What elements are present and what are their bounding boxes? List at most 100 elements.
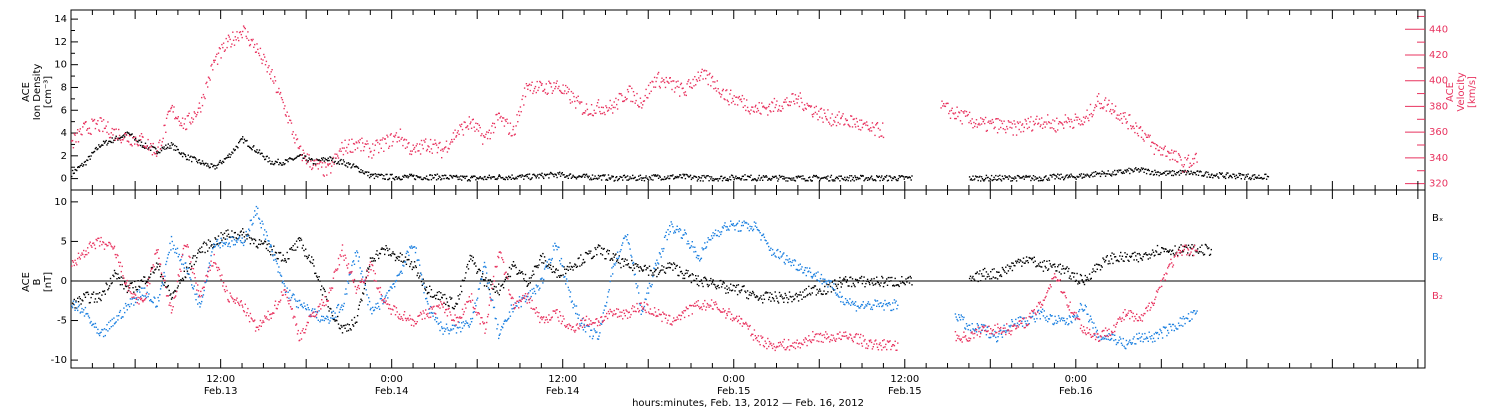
velocity-point bbox=[73, 133, 75, 135]
bx-point bbox=[624, 258, 626, 260]
velocity-point bbox=[537, 89, 539, 92]
bx-point bbox=[904, 283, 906, 286]
velocity-point bbox=[254, 51, 257, 53]
velocity-point bbox=[244, 27, 246, 30]
velocity-point bbox=[1011, 123, 1014, 125]
bx-point bbox=[1177, 254, 1179, 257]
velocity-point bbox=[980, 117, 982, 119]
velocity-point bbox=[996, 118, 998, 120]
bx-point bbox=[855, 280, 858, 282]
velocity-point bbox=[773, 97, 776, 100]
by-point bbox=[301, 305, 303, 308]
velocity-point bbox=[157, 146, 159, 148]
density-point bbox=[886, 180, 889, 182]
density-point bbox=[1165, 174, 1167, 176]
density-point bbox=[727, 180, 729, 182]
bx-point bbox=[343, 324, 345, 327]
bx-point bbox=[216, 243, 218, 246]
density-point bbox=[1154, 169, 1156, 172]
bx-point bbox=[197, 252, 199, 254]
density-point bbox=[263, 156, 265, 158]
bx-point bbox=[613, 256, 615, 258]
by-point bbox=[596, 338, 599, 340]
velocity-point bbox=[178, 120, 180, 122]
density-point bbox=[1186, 172, 1188, 174]
bx-point bbox=[310, 261, 312, 264]
by-point bbox=[516, 305, 518, 307]
density-point bbox=[503, 178, 506, 180]
density-point bbox=[352, 163, 355, 165]
by-point bbox=[162, 283, 164, 285]
density-point bbox=[851, 178, 854, 181]
velocity-point bbox=[123, 137, 125, 139]
velocity-point bbox=[421, 144, 423, 146]
bx-point bbox=[559, 274, 562, 277]
density-point bbox=[637, 179, 639, 181]
density-point bbox=[540, 174, 543, 177]
by-point bbox=[372, 306, 374, 309]
velocity-point bbox=[215, 55, 217, 58]
bx-point bbox=[1078, 281, 1080, 283]
velocity-point bbox=[1052, 119, 1054, 121]
density-point bbox=[500, 177, 502, 179]
bx-point bbox=[365, 276, 367, 278]
density-point bbox=[968, 176, 971, 178]
density-point bbox=[1173, 170, 1175, 173]
density-point bbox=[720, 175, 722, 178]
velocity-point bbox=[150, 145, 153, 148]
density-point bbox=[1046, 178, 1048, 181]
bx-point bbox=[983, 275, 985, 277]
velocity-point bbox=[182, 127, 185, 129]
velocity-point bbox=[950, 109, 953, 112]
density-point bbox=[258, 151, 260, 154]
by-point bbox=[266, 234, 268, 237]
by-point bbox=[488, 282, 490, 284]
density-point bbox=[77, 166, 80, 168]
velocity-point bbox=[870, 127, 872, 129]
velocity-point bbox=[710, 77, 713, 79]
density-point bbox=[108, 140, 110, 143]
density-point bbox=[131, 133, 133, 135]
velocity-point bbox=[72, 147, 75, 149]
density-point bbox=[230, 153, 232, 156]
by-point bbox=[284, 291, 287, 293]
by-point bbox=[435, 321, 438, 323]
density-point bbox=[761, 176, 763, 179]
velocity-point bbox=[713, 88, 715, 90]
bx-point bbox=[1063, 267, 1065, 270]
velocity-point bbox=[1113, 111, 1115, 113]
bx-point bbox=[975, 272, 978, 275]
velocity-point bbox=[370, 150, 372, 153]
bx-point bbox=[1156, 244, 1159, 247]
by-point bbox=[174, 251, 176, 254]
density-point bbox=[509, 176, 512, 178]
bx-point bbox=[560, 274, 563, 277]
velocity-point bbox=[159, 148, 162, 150]
velocity-point bbox=[408, 142, 410, 144]
velocity-point bbox=[380, 147, 382, 149]
density-point bbox=[976, 176, 978, 178]
density-point bbox=[983, 180, 985, 182]
bx-point bbox=[663, 266, 665, 268]
velocity-point bbox=[189, 121, 191, 123]
by-point bbox=[362, 280, 365, 283]
bx-point bbox=[252, 238, 254, 240]
density-point bbox=[368, 171, 370, 173]
velocity-point bbox=[610, 108, 612, 110]
bx-point bbox=[83, 294, 86, 296]
by-point bbox=[171, 240, 173, 243]
bx-point bbox=[897, 284, 900, 286]
velocity-point bbox=[187, 115, 189, 117]
by-point bbox=[83, 309, 85, 311]
bx-point bbox=[1074, 280, 1077, 282]
velocity-point bbox=[417, 150, 419, 152]
density-point bbox=[480, 177, 482, 179]
density-point bbox=[1003, 178, 1005, 180]
by-point bbox=[293, 294, 295, 296]
velocity-point bbox=[730, 89, 732, 91]
bx-point bbox=[1089, 278, 1092, 280]
velocity-point bbox=[974, 123, 977, 125]
density-point bbox=[591, 174, 594, 176]
velocity-point bbox=[235, 39, 237, 41]
velocity-point bbox=[479, 126, 481, 129]
